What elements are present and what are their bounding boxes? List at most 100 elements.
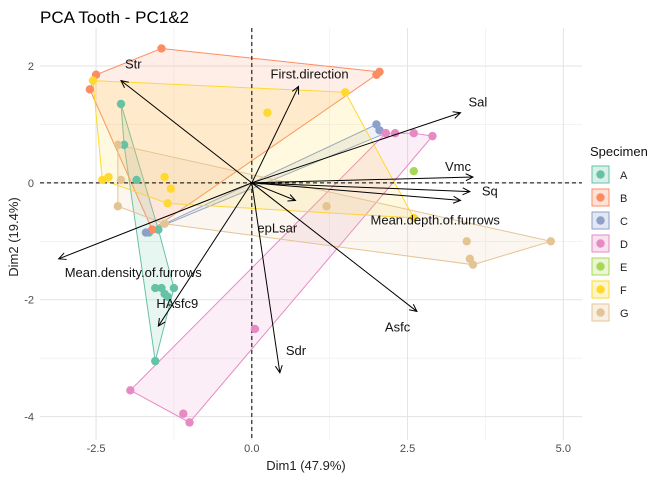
point-B xyxy=(375,67,384,77)
specimen-hulls xyxy=(89,47,553,424)
arrowhead-Mean.density.of.furrows xyxy=(57,252,67,260)
point-G xyxy=(116,175,126,185)
point-E xyxy=(409,166,418,176)
arrow-Sdr xyxy=(251,182,281,373)
legend-point-F xyxy=(596,285,605,294)
variable-label-Mean.density.of.furrows: Mean.density.of.furrows xyxy=(65,265,203,280)
arrow-Sq xyxy=(251,182,470,193)
point-F xyxy=(166,184,176,193)
point-D xyxy=(428,131,437,141)
legend-label-F: F xyxy=(620,285,627,297)
legend-point-G xyxy=(596,308,605,317)
legend-label-A: A xyxy=(620,170,628,182)
variable-label-Sq: Sq xyxy=(482,184,498,199)
legend-label-D: D xyxy=(620,239,628,251)
point-F xyxy=(341,88,350,97)
y-axis-ticks: -4 -2 0 2 xyxy=(24,61,34,424)
arrowhead-Str xyxy=(120,79,129,88)
arrowhead-Sal xyxy=(452,111,462,119)
arrowhead-Sq xyxy=(462,187,472,196)
legend-title: Specimen xyxy=(590,144,648,159)
arrow-epLsar xyxy=(251,182,296,201)
point-G xyxy=(322,202,331,211)
arrowhead-Mean.depth.of.furrows xyxy=(452,195,462,204)
y-tick-label: -4 xyxy=(24,412,34,424)
point-G xyxy=(546,237,556,246)
point-B xyxy=(147,225,157,234)
point-A xyxy=(132,175,141,185)
legend-point-B xyxy=(596,193,605,202)
legend-label-E: E xyxy=(620,262,627,274)
point-B xyxy=(85,85,95,94)
y-axis-label: Dim2 (19.4%) xyxy=(6,197,21,276)
point-D xyxy=(250,324,260,334)
variable-label-Sal: Sal xyxy=(469,95,488,110)
arrowhead-Asfc xyxy=(408,304,418,313)
arrow-Str xyxy=(120,80,253,184)
point-A xyxy=(163,292,172,302)
x-tick-label: 2.5 xyxy=(400,443,415,455)
point-G xyxy=(113,140,123,150)
point-C xyxy=(375,126,384,135)
point-F xyxy=(163,199,172,208)
chart-title: PCA Tooth - PC1&2 xyxy=(40,8,189,27)
x-axis-label: Dim1 (47.9%) xyxy=(266,458,345,473)
point-F xyxy=(104,172,113,182)
point-A xyxy=(169,283,179,293)
arrow-Vmc xyxy=(251,176,473,184)
y-tick-label: 2 xyxy=(28,61,34,73)
legend-point-C xyxy=(596,216,605,225)
arrowhead-Vmc xyxy=(465,173,475,182)
legend-label-G: G xyxy=(620,308,629,320)
point-D xyxy=(126,386,135,395)
arrow-HAsfc9 xyxy=(157,182,253,327)
variable-label-First.direction: First.direction xyxy=(271,66,349,81)
legend-label-C: C xyxy=(620,216,628,228)
specimen-points xyxy=(85,44,556,427)
variable-arrows: Str First.direction Sal Vmc Sq Mean.depth.of.… xyxy=(57,57,501,374)
x-tick-label: -2.5 xyxy=(87,443,106,455)
arrow-Sal xyxy=(251,112,461,184)
variable-label-Sdr: Sdr xyxy=(286,343,307,358)
arrowhead-First.direction xyxy=(291,85,300,95)
variable-label-Vmc: Vmc xyxy=(445,159,472,174)
legend-point-D xyxy=(596,239,605,248)
arrow-Asfc xyxy=(251,182,418,312)
hull-D xyxy=(129,132,434,424)
point-A xyxy=(151,283,160,293)
legend-label-B: B xyxy=(620,193,627,205)
point-D xyxy=(381,128,390,138)
point-F xyxy=(409,213,418,223)
variable-label-Asfc: Asfc xyxy=(385,319,411,334)
hull-F xyxy=(92,80,415,219)
variable-label-Mean.depth.of.furrows: Mean.depth.of.furrows xyxy=(371,212,501,227)
point-F xyxy=(263,108,272,117)
arrow-Mean.density.of.furrows xyxy=(58,182,252,260)
point-A xyxy=(116,99,126,109)
point-A xyxy=(119,140,129,150)
x-tick-label: 5.0 xyxy=(556,443,571,455)
point-D xyxy=(179,409,188,418)
arrow-First.direction xyxy=(251,86,299,184)
variable-label-HAsfc9: HAsfc9 xyxy=(156,296,198,311)
arrowhead-Sdr xyxy=(274,365,283,374)
point-G xyxy=(462,237,471,246)
y-tick-label: 0 xyxy=(28,178,34,190)
reference-lines xyxy=(40,28,582,440)
point-G xyxy=(113,202,123,211)
arrowhead-epLsar xyxy=(287,194,297,202)
arrow-Mean.depth.of.furrows xyxy=(251,182,461,201)
point-B xyxy=(157,44,166,53)
point-D xyxy=(185,418,194,427)
arrowhead-HAsfc9 xyxy=(157,318,166,328)
point-G xyxy=(468,260,478,269)
y-tick-label: -2 xyxy=(24,295,34,307)
x-axis-ticks: -2.5 0.0 2.5 5.0 xyxy=(87,443,571,455)
legend-point-A xyxy=(596,170,605,179)
point-C xyxy=(141,228,151,237)
x-tick-label: 0.0 xyxy=(244,443,259,455)
point-F xyxy=(88,76,98,85)
point-F xyxy=(160,172,169,182)
